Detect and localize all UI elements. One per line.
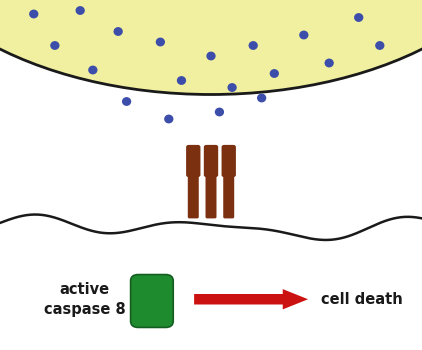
FancyBboxPatch shape <box>206 172 216 218</box>
FancyBboxPatch shape <box>186 145 200 177</box>
Ellipse shape <box>177 76 186 85</box>
Ellipse shape <box>227 83 237 92</box>
Ellipse shape <box>249 41 258 50</box>
Ellipse shape <box>257 93 266 103</box>
Text: active
caspase 8: active caspase 8 <box>43 282 125 317</box>
Ellipse shape <box>325 58 334 68</box>
Ellipse shape <box>50 41 60 50</box>
Ellipse shape <box>88 65 97 75</box>
Ellipse shape <box>114 27 123 36</box>
Ellipse shape <box>122 97 131 106</box>
Ellipse shape <box>76 6 85 15</box>
Ellipse shape <box>299 30 308 40</box>
Ellipse shape <box>375 41 384 50</box>
Ellipse shape <box>215 107 224 117</box>
Text: cell death: cell death <box>321 292 403 307</box>
Ellipse shape <box>354 13 363 22</box>
FancyBboxPatch shape <box>204 145 218 177</box>
FancyBboxPatch shape <box>131 274 173 328</box>
FancyBboxPatch shape <box>188 172 199 218</box>
FancyBboxPatch shape <box>223 172 234 218</box>
Ellipse shape <box>29 9 38 19</box>
FancyBboxPatch shape <box>222 145 236 177</box>
Ellipse shape <box>206 51 216 61</box>
Ellipse shape <box>156 37 165 47</box>
Ellipse shape <box>270 69 279 78</box>
Ellipse shape <box>164 114 173 124</box>
FancyArrow shape <box>194 289 308 309</box>
Ellipse shape <box>0 0 422 94</box>
